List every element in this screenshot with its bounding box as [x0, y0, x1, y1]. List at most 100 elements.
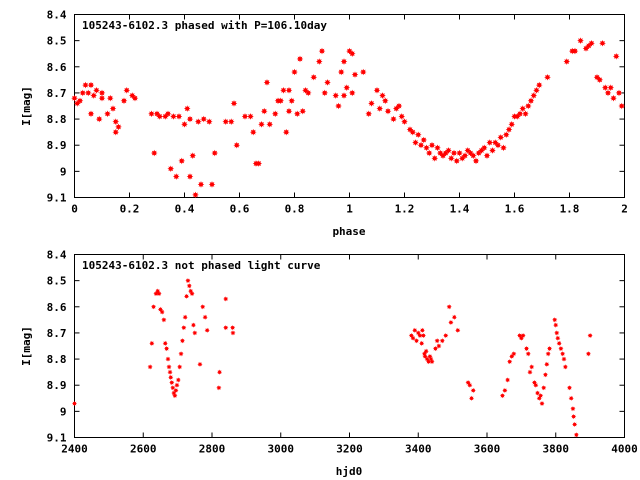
data-point	[379, 92, 386, 99]
data-point	[71, 94, 78, 102]
data-point	[601, 84, 609, 91]
data-point	[190, 322, 197, 328]
x-tick-label: 2600	[130, 443, 157, 456]
x-tick-label: 1	[346, 203, 353, 216]
data-point	[186, 115, 194, 123]
data-point	[425, 149, 433, 157]
data-point	[423, 348, 429, 354]
data-point	[82, 81, 89, 89]
data-point	[544, 73, 551, 81]
data-point	[230, 330, 236, 336]
data-point	[413, 338, 420, 344]
data-point	[131, 94, 139, 102]
data-point	[285, 87, 293, 94]
x-tick-label: 3800	[543, 443, 570, 456]
data-point	[222, 118, 230, 125]
data-point	[172, 393, 178, 399]
data-point	[98, 89, 106, 97]
data-point	[90, 92, 98, 99]
data-point	[348, 89, 356, 97]
data-point	[71, 400, 78, 407]
data-point	[420, 136, 428, 144]
data-point	[423, 144, 430, 152]
data-point	[524, 102, 532, 110]
data-point	[535, 81, 543, 89]
data-point	[230, 325, 236, 331]
data-point	[288, 97, 296, 105]
x-tick-label: 3600	[474, 443, 501, 456]
data-point	[615, 89, 623, 97]
data-point	[419, 327, 425, 333]
data-point	[607, 84, 615, 91]
y-tick-label: 8.5	[47, 35, 67, 48]
data-series	[71, 278, 593, 438]
y-tick-label: 8.6	[47, 301, 67, 314]
data-point	[417, 141, 425, 149]
data-point	[120, 97, 128, 105]
data-point	[502, 131, 510, 139]
data-point	[412, 327, 418, 333]
data-point	[445, 147, 452, 154]
data-point	[455, 327, 461, 333]
data-point	[599, 39, 606, 47]
data-point	[205, 118, 213, 125]
data-point	[112, 128, 120, 136]
data-point	[398, 113, 406, 120]
data-point	[115, 123, 122, 131]
data-point	[508, 121, 516, 128]
data-point	[401, 118, 408, 125]
data-point	[539, 400, 545, 407]
data-point	[204, 327, 210, 333]
data-point	[414, 131, 422, 139]
data-point	[192, 191, 199, 199]
y-tick-label: 9	[60, 405, 67, 418]
data-point	[499, 393, 506, 399]
data-point	[472, 157, 480, 165]
x-tick-label: 2400	[61, 443, 88, 456]
data-series	[71, 37, 626, 199]
data-point	[179, 338, 186, 344]
x-tick-label: 0.8	[285, 203, 305, 216]
data-point	[95, 115, 103, 123]
data-point	[410, 335, 416, 341]
data-point	[166, 364, 172, 370]
data-point	[480, 144, 488, 152]
data-point	[520, 332, 526, 339]
data-point	[200, 304, 206, 310]
data-point	[409, 128, 417, 136]
data-point	[181, 121, 188, 128]
axis-ticks: 2400 2600 2800 3000 3200 3400 3600 3800 4000 8.4 8…	[47, 249, 638, 456]
x-tick-label: 3000	[268, 443, 295, 456]
data-point	[296, 55, 304, 63]
data-point	[340, 92, 348, 99]
data-point	[412, 139, 419, 146]
data-point	[178, 157, 186, 165]
x-tick-label: 0.2	[120, 203, 140, 216]
data-point	[87, 81, 95, 89]
data-point	[216, 369, 223, 375]
data-point	[324, 79, 331, 86]
data-point	[563, 58, 571, 65]
data-point	[456, 149, 463, 157]
data-point	[348, 50, 356, 58]
data-point	[258, 121, 265, 128]
data-point	[164, 110, 172, 118]
data-point	[183, 293, 190, 299]
data-point	[255, 160, 263, 167]
data-point	[337, 68, 345, 76]
y-axis-label: I[mag]	[20, 326, 33, 366]
data-point	[216, 385, 222, 391]
data-point	[368, 100, 375, 107]
data-point	[168, 374, 174, 380]
x-axis-label: hjd0	[336, 465, 363, 478]
data-point	[486, 139, 494, 146]
data-point	[299, 107, 307, 115]
data-point	[150, 149, 158, 157]
y-tick-label: 8.5	[47, 275, 67, 288]
data-point	[434, 338, 440, 344]
data-point	[420, 332, 427, 339]
data-point	[189, 291, 195, 297]
y-tick-label: 9.1	[47, 432, 67, 445]
data-point	[150, 304, 157, 310]
data-point	[502, 387, 508, 394]
